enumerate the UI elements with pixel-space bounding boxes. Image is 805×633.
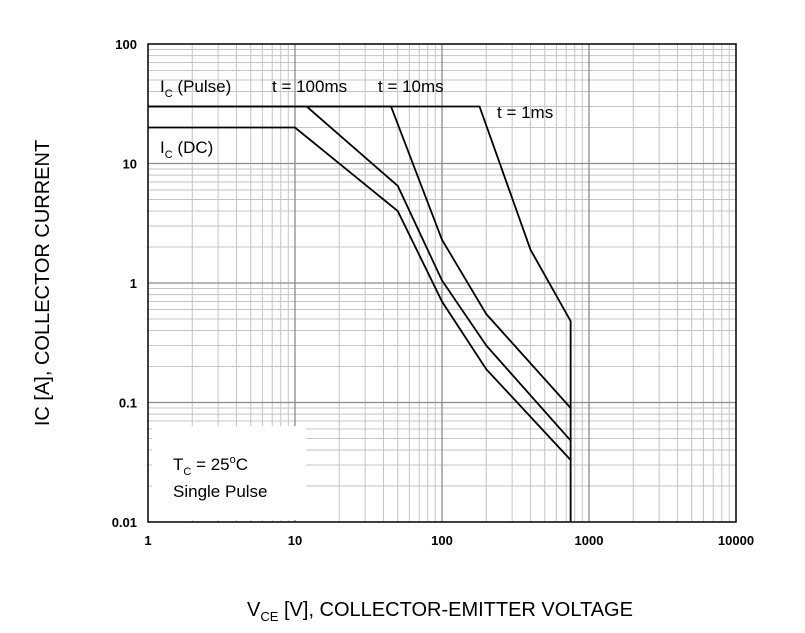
series-line-3	[306, 105, 572, 442]
series-line-2	[148, 105, 572, 409]
label-t-100ms: t = 100ms	[272, 77, 347, 96]
annotation-single-pulse: Single Pulse	[173, 482, 268, 501]
annotation-box	[152, 426, 306, 520]
y-tick-label: 1	[130, 276, 137, 291]
annotation-tc: TC = 25oC	[173, 454, 248, 478]
x-tick-label: 1000	[575, 533, 604, 548]
label-t-1ms: t = 1ms	[497, 103, 553, 122]
label-ic-pulse: IC (Pulse)	[160, 77, 231, 100]
label-ic-dc: IC (DC)	[160, 138, 213, 161]
series-layer	[148, 105, 572, 522]
y-tick-label: 0.01	[112, 515, 137, 530]
y-axis-title: IC [A], COLLECTOR CURRENT	[32, 140, 54, 426]
plot-frame	[147, 43, 737, 523]
y-tick-label: 100	[115, 37, 137, 52]
x-axis-title: VCE [V], COLLECTOR-EMITTER VOLTAGE	[247, 599, 633, 624]
y-tick-label: 10	[123, 157, 137, 172]
x-tick-label: 100	[431, 533, 453, 548]
series-line-4	[148, 126, 572, 461]
label-t-10ms: t = 10ms	[378, 77, 444, 96]
y-tick-label: 0.1	[119, 396, 137, 411]
major-grid	[148, 44, 736, 522]
x-tick-label: 10	[288, 533, 302, 548]
x-tick-label: 1	[144, 533, 151, 548]
tick-labels: 1 10 100 1000 10000 100 10 1 0.1 0.01	[112, 37, 754, 548]
x-tick-label: 10000	[718, 533, 754, 548]
